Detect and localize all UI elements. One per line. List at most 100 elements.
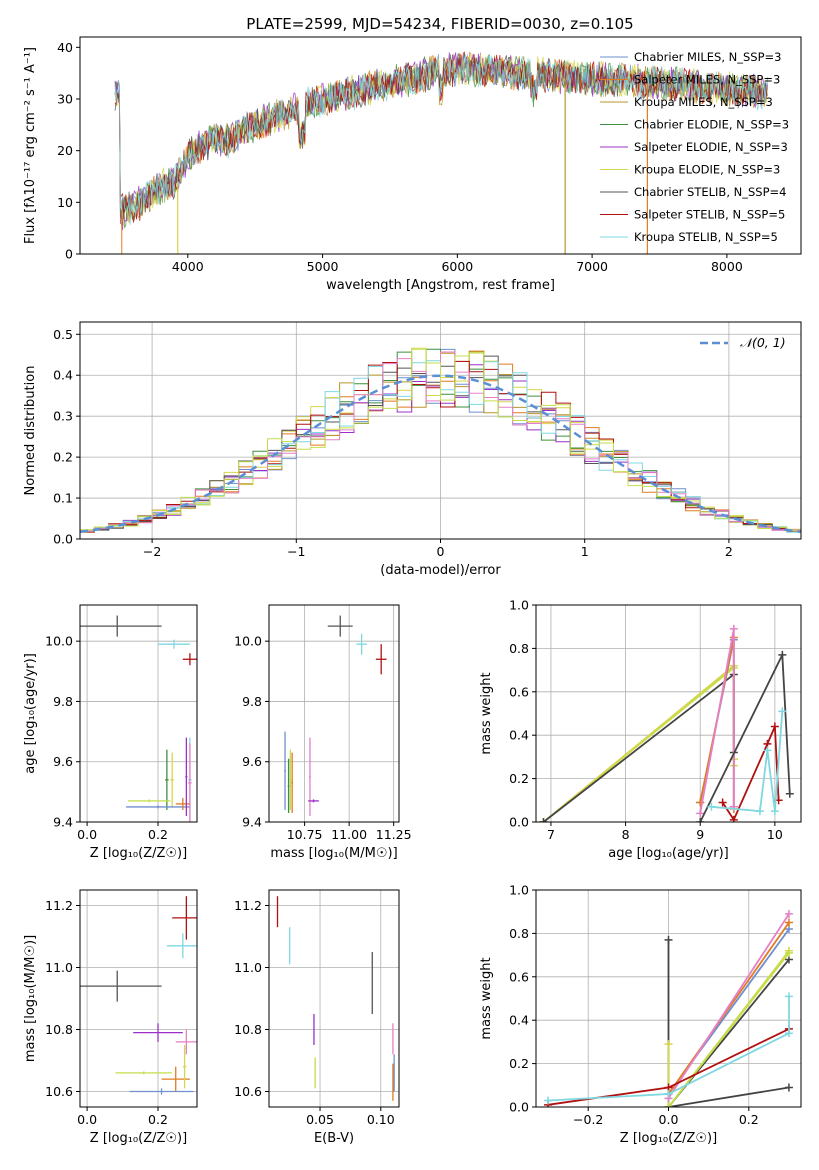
- spectrum-line: [114, 53, 768, 225]
- weight-marker: [763, 746, 772, 755]
- y-tick-label: 11.0: [45, 960, 73, 975]
- x-tick-label: 0.2: [739, 1112, 759, 1127]
- weight-marker: [729, 815, 738, 822]
- x-tick-label: −1: [287, 544, 305, 559]
- error-point: [115, 1071, 173, 1075]
- error-point: [188, 743, 192, 822]
- legend-label: Salpeter ELODIE, N_SSP=3: [634, 140, 788, 154]
- chart-spectrum: 4000 5000 6000 7000 8000 0 10 20 30 40 wavelength …: [23, 36, 802, 293]
- weight-line: [699, 628, 735, 814]
- chart-weight_vs_Z: −0.2 0.0 0.2 0.0 0.2 0.4 0.6 0.8 1.0 Z [log₁₀(Z/Z…: [479, 883, 802, 1146]
- axes-border: [268, 604, 400, 823]
- y-axis-label: mass [log₁₀(M/M☉)]: [23, 935, 38, 1062]
- y-tick-label: 10.8: [234, 1022, 262, 1037]
- error-point: [185, 737, 188, 816]
- y-tick-label: 0.8: [509, 641, 529, 656]
- plot-area: [80, 896, 197, 1095]
- y-tick-label: 0.5: [53, 327, 73, 342]
- x-tick-label: 0.05: [306, 1112, 334, 1127]
- x-tick-label: 9: [696, 827, 704, 842]
- y-tick-label: 0.0: [509, 1100, 529, 1115]
- error-point: [80, 615, 162, 637]
- y-tick-label: 0.0: [509, 815, 529, 830]
- x-tick-label: 0.10: [367, 1112, 395, 1127]
- y-tick-label: 1.0: [509, 883, 529, 898]
- plot-area: [80, 615, 197, 822]
- weight-marker: [696, 809, 705, 818]
- x-axis-label: wavelength [Angstrom, rest frame]: [326, 278, 555, 293]
- weight-line: [547, 996, 790, 1102]
- weight-marker: [664, 935, 673, 944]
- chart-mass_vs_ebv: 0.05 0.10 10.6 10.8 11.0 11.2 E(B-V): [234, 889, 400, 1146]
- error-point: [172, 896, 197, 940]
- y-axis-label: mass weight: [479, 672, 494, 754]
- legend-label: Chabrier STELIB, N_SSP=4: [634, 185, 786, 199]
- axes-frame: 0.05 0.10 10.6 10.8 11.0 11.2 E(B-V): [234, 889, 400, 1146]
- x-tick-label: 2: [725, 544, 733, 559]
- x-tick-label: 7: [547, 827, 555, 842]
- axes-frame: −2 −1 0 1 2 0.0 0.1 0.2 0.3 0.4 0.5 (data-model)/er…: [23, 321, 802, 578]
- x-tick-label: −0.2: [573, 1112, 603, 1127]
- y-tick-label: 10.0: [234, 634, 262, 649]
- legend-label: Kroupa STELIB, N_SSP=5: [634, 230, 778, 244]
- plot-area: [80, 347, 801, 534]
- weight-line: [667, 939, 790, 1107]
- axes-frame: 0.0 0.2 9.4 9.6 9.8 10.0 Z [log₁₀(Z/Z☉)] age [l…: [23, 604, 198, 861]
- weight-marker: [784, 1029, 793, 1038]
- x-tick-label: 0.0: [77, 827, 97, 842]
- plot-area: [276, 896, 395, 1101]
- y-axis-label: Flux [fλ10⁻¹⁷ erg cm⁻² s⁻¹ A⁻¹]: [23, 47, 38, 244]
- axes-border: [268, 889, 400, 1108]
- y-axis-label: Normed distribution: [23, 366, 38, 496]
- plot-area: [114, 51, 768, 254]
- error-point: [175, 797, 190, 810]
- y-tick-label: 0.4: [509, 728, 529, 743]
- y-tick-label: 11.2: [234, 898, 262, 913]
- chart-age_vs_Z: 0.0 0.2 9.4 9.6 9.8 10.0 Z [log₁₀(Z/Z☉)] age [l…: [23, 604, 198, 861]
- legend: 𝒩(0, 1): [700, 335, 786, 350]
- error-point: [356, 633, 367, 655]
- error-point: [309, 737, 311, 816]
- y-tick-label: 11.0: [234, 960, 262, 975]
- x-tick-label: 11.25: [376, 827, 412, 842]
- weight-marker: [778, 650, 787, 659]
- plot-area: [284, 615, 387, 816]
- weight-marker: [729, 624, 738, 633]
- legend: Chabrier MILES, N_SSP=3 Salpeter MILES, N…: [600, 50, 789, 244]
- x-axis-label: Z [log₁₀(Z/Z☉)]: [90, 1131, 187, 1146]
- legend-label: Salpeter MILES, N_SSP=3: [634, 73, 780, 87]
- x-tick-label: 0.2: [148, 827, 168, 842]
- legend-label: Chabrier ELODIE, N_SSP=3: [634, 118, 789, 132]
- x-tick-label: 0: [437, 544, 445, 559]
- y-tick-label: 30: [57, 92, 73, 107]
- x-tick-label: 7000: [576, 259, 608, 274]
- legend-label: Salpeter STELIB, N_SSP=5: [634, 208, 785, 222]
- y-tick-label: 0: [65, 247, 73, 262]
- y-tick-label: 9.6: [242, 754, 262, 769]
- y-tick-label: 10: [57, 195, 73, 210]
- weight-marker: [707, 802, 716, 811]
- x-tick-label: 5000: [307, 259, 339, 274]
- y-tick-label: 10.6: [45, 1084, 73, 1099]
- y-tick-label: 11.2: [45, 898, 73, 913]
- x-tick-label: 11.00: [331, 827, 367, 842]
- legend-label: 𝒩(0, 1): [740, 335, 786, 350]
- y-tick-label: 9.8: [242, 694, 262, 709]
- error-point: [126, 805, 190, 809]
- y-tick-label: 20: [57, 143, 73, 158]
- weight-marker: [664, 1040, 673, 1049]
- axes-frame: 7 8 9 10 0.0 0.2 0.4 0.6 0.8 1.0 age [log₁₀(age/yr…: [479, 598, 802, 861]
- error-point: [182, 1045, 187, 1089]
- y-tick-label: 10.6: [234, 1084, 262, 1099]
- x-tick-label: −2: [143, 544, 161, 559]
- axes-border: [79, 36, 802, 255]
- weight-marker: [778, 707, 787, 716]
- weight-marker: [664, 1103, 673, 1107]
- y-tick-label: 9.4: [53, 815, 73, 830]
- x-tick-label: 4000: [172, 259, 204, 274]
- x-tick-label: 10: [767, 827, 783, 842]
- y-tick-label: 0.6: [509, 684, 529, 699]
- legend-label: Kroupa ELODIE, N_SSP=3: [634, 163, 780, 177]
- figure-title: PLATE=2599, MJD=54234, FIBERID=0030, z=0…: [246, 15, 633, 33]
- axes-frame: −0.2 0.0 0.2 0.0 0.2 0.4 0.6 0.8 1.0 Z [log₁₀(Z/Z…: [479, 883, 802, 1146]
